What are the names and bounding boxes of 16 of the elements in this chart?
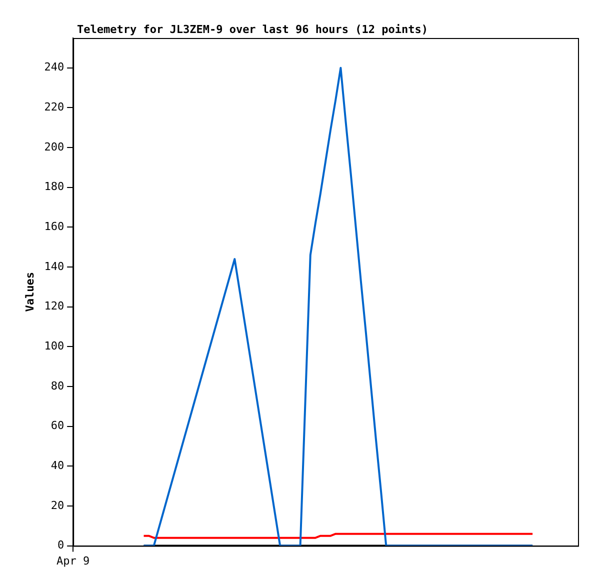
y-tick-label: 20	[50, 498, 64, 512]
chart-title: Telemetry for JL3ZEM-9 over last 96 hours (12 points)	[77, 23, 428, 36]
y-tick-label: 60	[50, 419, 64, 432]
y-tick-label: 180	[44, 180, 64, 194]
y-tick-label: 0	[57, 538, 64, 552]
y-tick-label: 100	[44, 340, 64, 353]
x-tick-label: Apr 9	[56, 554, 90, 568]
y-tick-label: 40	[50, 459, 64, 472]
y-tick-label: 120	[44, 300, 64, 313]
y-tick-label: 200	[44, 140, 64, 154]
y-tick-label: 240	[44, 60, 64, 74]
y-tick-label: 80	[50, 379, 64, 392]
y-tick-label: 160	[44, 220, 64, 234]
y-axis-title: Values	[23, 272, 36, 312]
y-tick-label: 220	[44, 100, 64, 114]
y-tick-label: 140	[44, 260, 64, 273]
